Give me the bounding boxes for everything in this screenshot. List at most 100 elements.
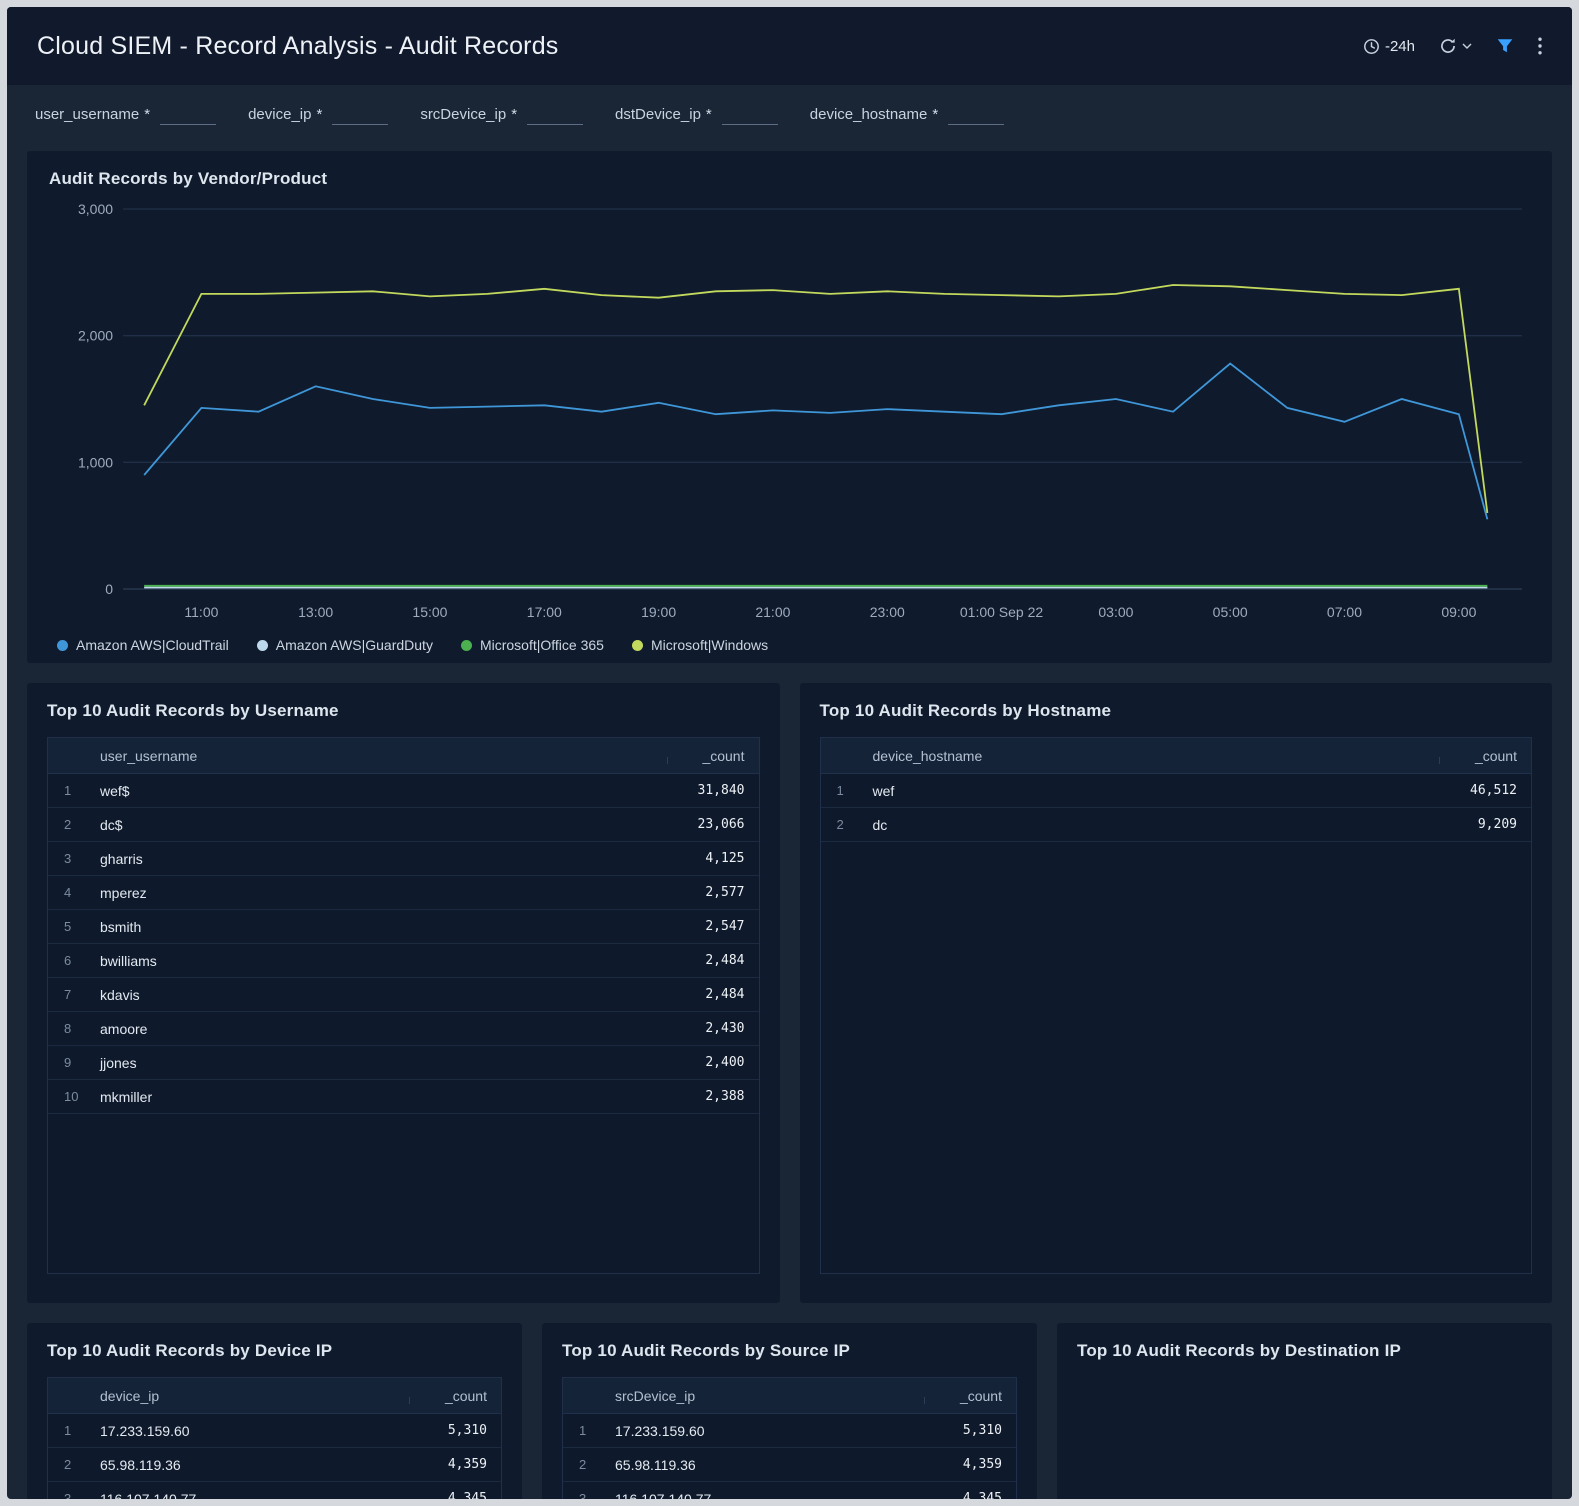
- table-row[interactable]: 1 wef 46,512: [820, 774, 1531, 808]
- row-count: 4,359: [447, 1457, 487, 1472]
- required-asterisk: *: [511, 105, 518, 123]
- filter-input-user-username[interactable]: [160, 103, 217, 125]
- filter-label: dstDevice_ip: [615, 105, 701, 123]
- row-count: 9,209: [1477, 817, 1517, 832]
- table-row[interactable]: 8 amoore 2,430: [48, 1012, 759, 1046]
- table-row[interactable]: 7 kdavis 2,484: [48, 978, 759, 1012]
- table-row[interactable]: 2 65.98.119.36 4,359: [48, 1448, 501, 1482]
- row-count: 4,125: [705, 851, 745, 866]
- row-value: 65.98.119.36: [615, 1456, 696, 1473]
- row-value: 116.107.140.77: [100, 1490, 197, 1500]
- row-count: 4,345: [447, 1491, 487, 1499]
- table-header: device_hostname _count: [820, 738, 1531, 774]
- clock-icon: [1364, 38, 1379, 54]
- legend-label: Amazon AWS|CloudTrail: [76, 637, 229, 653]
- row-value: amoore: [100, 1020, 148, 1037]
- required-asterisk: *: [144, 105, 151, 123]
- filter-input-device-hostname[interactable]: [948, 103, 1005, 125]
- required-asterisk: *: [932, 105, 939, 123]
- table-row[interactable]: 10 mkmiller 2,388: [48, 1080, 759, 1114]
- table-row[interactable]: 3 116.107.140.77 4,345: [563, 1482, 1016, 1500]
- row-rank: 3: [579, 1491, 587, 1499]
- table-row[interactable]: 3 gharris 4,125: [48, 842, 759, 876]
- legend-label: Microsoft|Windows: [650, 637, 769, 653]
- panel-title: Top 10 Audit Records by Destination IP: [1077, 1341, 1402, 1360]
- row-rank: 1: [836, 783, 844, 798]
- time-range-button[interactable]: -24h: [1363, 38, 1415, 55]
- row-rank: 1: [579, 1423, 587, 1438]
- legend-item[interactable]: Microsoft|Windows: [631, 637, 769, 653]
- table-row[interactable]: 4 mperez 2,577: [48, 876, 759, 910]
- row-count: 4,359: [962, 1457, 1002, 1472]
- row-rank: 1: [64, 1423, 72, 1438]
- panel-top-source-ip: Top 10 Audit Records by Source IP srcDev…: [542, 1323, 1037, 1499]
- table-row[interactable]: 1 17.233.159.60 5,310: [563, 1414, 1016, 1448]
- filter-field-device-ip: device_ip *: [248, 103, 389, 125]
- table-row[interactable]: 5 bsmith 2,547: [48, 910, 759, 944]
- panel-title: Top 10 Audit Records by Username: [47, 701, 339, 720]
- name-column-header: device_ip: [100, 1387, 160, 1404]
- table-row[interactable]: 1 17.233.159.60 5,310: [48, 1414, 501, 1448]
- y-axis-tick-label: 0: [105, 581, 113, 597]
- table-row[interactable]: 9 jjones 2,400: [48, 1046, 759, 1080]
- row-count: 5,310: [962, 1423, 1002, 1438]
- panel-vendor-product: Audit Records by Vendor/Product 0 1,000 2,…: [27, 151, 1552, 663]
- filter-input-dstdevice-ip[interactable]: [721, 103, 778, 125]
- chart-canvas[interactable]: 0 1,000 2,000 3,000 11:00 13:00 15:00 17:00 19:0…: [49, 195, 1530, 633]
- legend-dot-icon: [631, 639, 643, 651]
- chevron-down-icon: [1462, 43, 1472, 49]
- filter-button[interactable]: [1496, 37, 1514, 55]
- legend-dot-icon: [57, 639, 68, 651]
- legend-label: Microsoft|Office 365: [479, 637, 604, 653]
- row-count: 2,577: [705, 885, 745, 900]
- x-axis-tick-label: 19:00: [641, 604, 676, 620]
- refresh-button[interactable]: [1439, 37, 1472, 55]
- row-rank: 2: [64, 817, 72, 832]
- x-axis-tick-label: 21:00: [755, 604, 790, 620]
- row-value: wef$: [100, 782, 130, 799]
- bottom-row: Top 10 Audit Records by Device IP device…: [27, 1323, 1552, 1499]
- filter-field-srcdevice-ip: srcDevice_ip *: [420, 103, 584, 125]
- row-count: 2,484: [705, 987, 745, 1002]
- kebab-icon: [1538, 37, 1542, 55]
- row-rank: 4: [64, 885, 72, 900]
- row-value: mkmiller: [100, 1088, 153, 1105]
- filter-input-device-ip[interactable]: [332, 103, 389, 125]
- filter-field-device-hostname: device_hostname *: [810, 103, 1005, 125]
- legend-item[interactable]: Microsoft|Office 365: [460, 637, 604, 653]
- row-value: 17.233.159.60: [100, 1422, 190, 1439]
- row-rank: 9: [64, 1055, 72, 1070]
- kebab-menu-button[interactable]: [1538, 37, 1542, 55]
- table-row[interactable]: 3 116.107.140.77 4,345: [48, 1482, 501, 1500]
- row-rank: 2: [579, 1457, 587, 1472]
- x-axis-tick-label: 09:00: [1441, 604, 1476, 620]
- filter-input-srcdevice-ip[interactable]: [527, 103, 584, 125]
- hostname-table: device_hostname _count 1 wef 46,512 2 dc 9,20…: [819, 737, 1532, 1274]
- table-row[interactable]: 1 wef$ 31,840: [48, 774, 759, 808]
- row-count: 23,066: [697, 817, 745, 832]
- row-rank: 3: [64, 851, 72, 866]
- count-column-header: _count: [1439, 748, 1531, 764]
- chart-series-line: [143, 362, 1489, 520]
- table-row[interactable]: 2 65.98.119.36 4,359: [563, 1448, 1016, 1482]
- header-actions: -24h: [1363, 37, 1542, 55]
- row-count: 46,512: [1470, 783, 1517, 798]
- filter-field-user-username: user_username *: [35, 103, 217, 125]
- row-value: kdavis: [100, 986, 140, 1003]
- row-value: bsmith: [100, 918, 142, 935]
- legend-item[interactable]: Amazon AWS|GuardDuty: [256, 637, 433, 653]
- row-value: dc$: [100, 816, 123, 833]
- device-ip-table: device_ip _count 1 17.233.159.60 5,310 2 65.…: [47, 1377, 502, 1499]
- x-axis-tick-label: 13:00: [298, 604, 333, 620]
- y-axis-tick-label: 2,000: [78, 328, 113, 344]
- row-rank: 6: [64, 953, 72, 968]
- table-row[interactable]: 2 dc$ 23,066: [48, 808, 759, 842]
- row-count: 2,484: [705, 953, 745, 968]
- refresh-icon: [1441, 38, 1455, 53]
- table-row[interactable]: 6 bwilliams 2,484: [48, 944, 759, 978]
- name-column-header: srcDevice_ip: [615, 1387, 696, 1404]
- legend-item[interactable]: Amazon AWS|CloudTrail: [57, 637, 229, 653]
- app-header: Cloud SIEM - Record Analysis - Audit Rec…: [7, 7, 1572, 85]
- filter-field-dstdevice-ip: dstDevice_ip *: [615, 103, 778, 125]
- table-row[interactable]: 2 dc 9,209: [820, 808, 1531, 842]
